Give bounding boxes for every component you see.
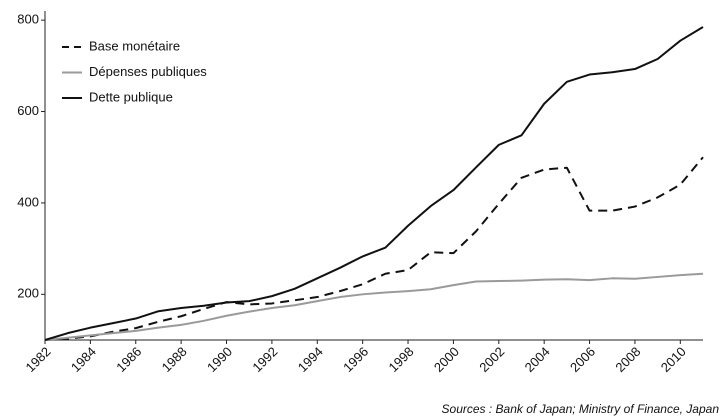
y-tick-label: 800 [17,12,39,27]
legend-label: Base monétaire [89,38,180,53]
series-line [44,26,704,341]
legend-label: Dette publique [89,89,173,104]
source-note: Sources : Bank of Japan; Ministry of Fin… [442,402,720,416]
y-tick-label: 200 [17,286,39,301]
y-tick-label: 400 [17,194,39,209]
x-tick-label: 1992 [249,344,280,375]
x-tick-label: 1986 [113,344,144,375]
x-tick-label: 2008 [612,344,643,375]
x-tick-label: 1982 [22,344,53,375]
x-tick-label: 2004 [522,344,553,375]
x-tick-label: 1984 [68,344,99,375]
legend-label: Dépenses publiques [89,64,207,79]
x-tick-label: 2006 [567,344,598,375]
x-tick-label: 1990 [204,344,235,375]
x-tick-label: 2002 [476,344,507,375]
y-tick-label: 600 [17,103,39,118]
x-tick-label: 2000 [431,344,462,375]
x-tick-label: 1988 [159,344,190,375]
x-tick-label: 2010 [658,344,689,375]
series-line [44,156,704,341]
x-tick-label: 1994 [295,344,326,375]
series-line [44,272,704,341]
x-tick-label: 1996 [340,344,371,375]
x-tick-label: 1998 [386,344,417,375]
